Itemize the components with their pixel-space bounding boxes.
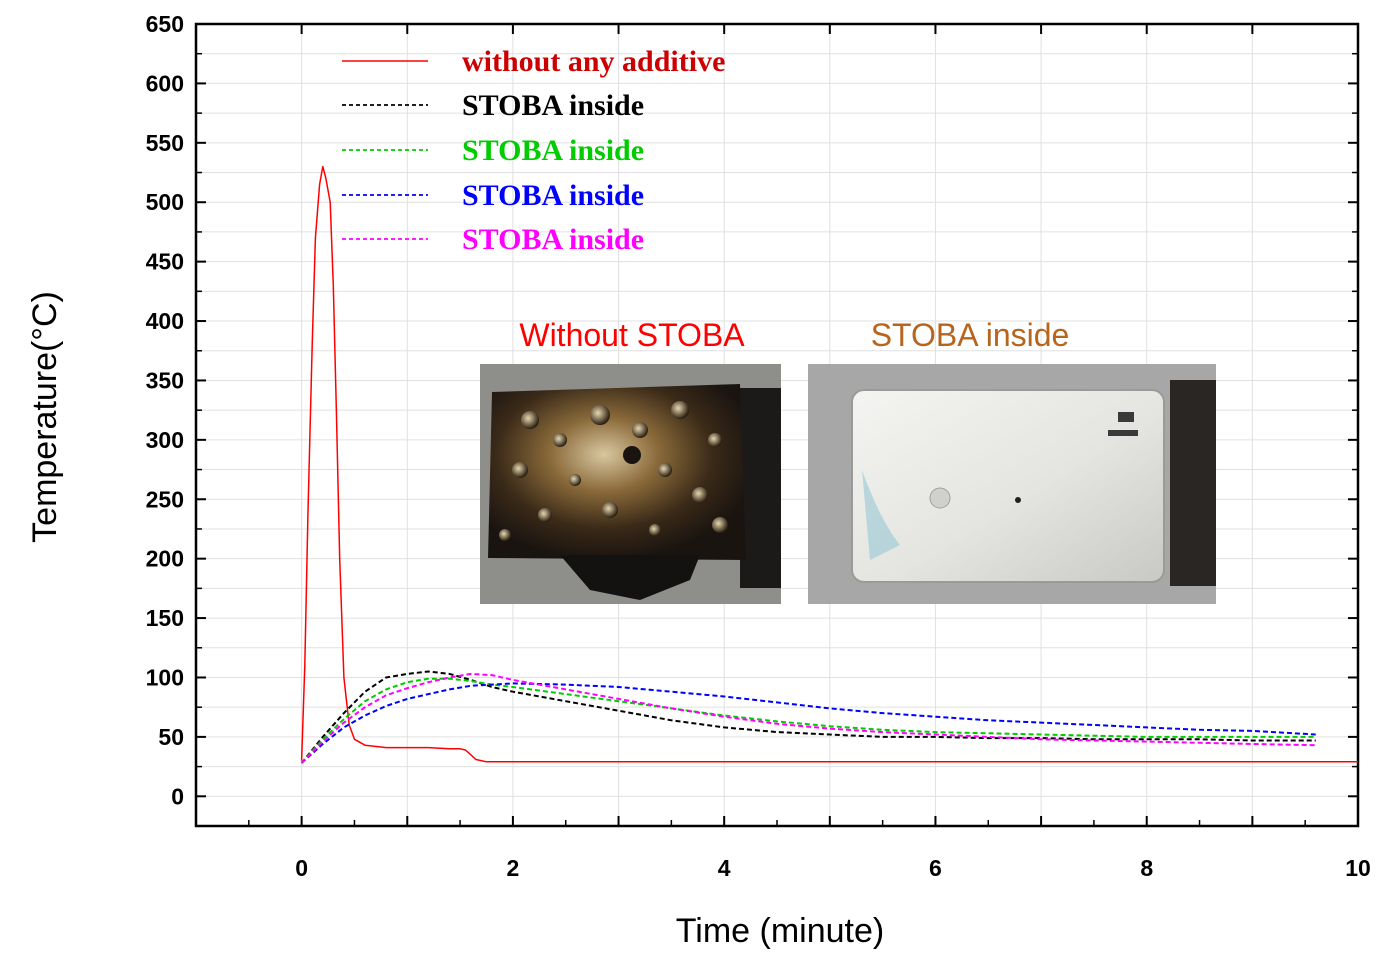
y-tick-label: 350	[146, 367, 184, 393]
legend-label-4: STOBA inside	[462, 179, 644, 212]
y-tick-label: 500	[146, 189, 184, 215]
burned-pouch-photo	[480, 364, 781, 604]
x-tick-label: 8	[1140, 855, 1153, 881]
y-tick-label: 250	[146, 486, 184, 512]
y-tick-label: 0	[171, 783, 184, 809]
legend-label-3: STOBA inside	[462, 134, 644, 167]
y-tick-label: 600	[146, 70, 184, 96]
legend-label-1: without any additive	[462, 45, 725, 78]
legend-label-5: STOBA inside	[462, 223, 644, 256]
series-line-4	[300, 682, 1316, 764]
x-tick-label: 6	[929, 855, 942, 881]
y-tick-label: 200	[146, 546, 184, 572]
intact-pouch-photo	[808, 364, 1216, 604]
x-tick-label: 2	[507, 855, 520, 881]
legend-label-2: STOBA inside	[462, 89, 644, 122]
y-tick-label: 150	[146, 605, 184, 631]
x-tick-label: 4	[718, 855, 731, 881]
y-axis-title: Temperature(°C)	[26, 291, 64, 543]
y-tick-label: 650	[146, 11, 184, 37]
photo-label-stoba-inside: STOBA inside	[871, 317, 1070, 353]
series-line-1	[300, 165, 1358, 763]
y-tick-label: 100	[146, 664, 184, 690]
y-tick-label: 50	[158, 724, 184, 750]
y-tick-label: 450	[146, 249, 184, 275]
x-axis-title: Time (minute)	[676, 912, 884, 950]
series-line-2	[300, 670, 1316, 764]
y-tick-label: 300	[146, 427, 184, 453]
photo-label-without-stoba: Without STOBA	[519, 317, 745, 353]
inset-photos: Without STOBA STOBA inside	[480, 317, 1216, 604]
series-line-3	[300, 677, 1316, 764]
series-lines	[300, 165, 1358, 764]
x-tick-label: 10	[1345, 855, 1371, 881]
series-line-5	[300, 672, 1316, 764]
axis-ticks: 0 50 100 150 200 250 300 350 400 450 500 550 600 650 0…	[146, 11, 1371, 881]
y-tick-label: 400	[146, 308, 184, 334]
y-tick-label: 550	[146, 130, 184, 156]
x-tick-label: 0	[295, 855, 308, 881]
legend: without any additive STOBA inside STOBA …	[342, 45, 725, 256]
